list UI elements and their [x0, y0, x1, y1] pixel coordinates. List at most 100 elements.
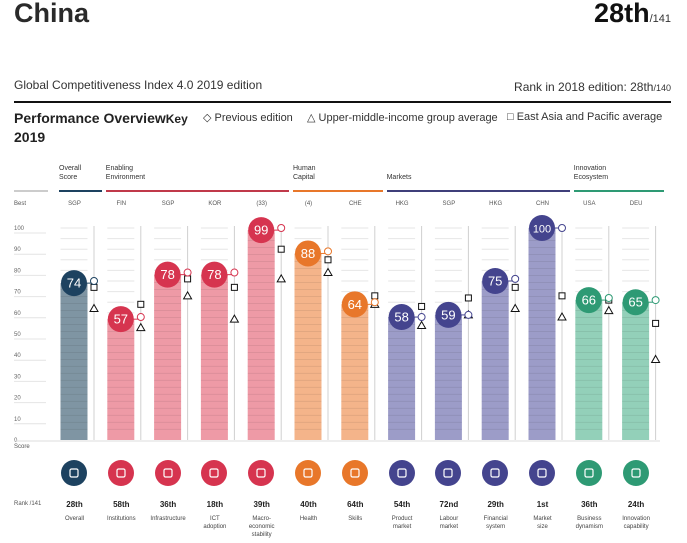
pillar-rank: 36th — [159, 500, 177, 509]
score-value: 57 — [114, 312, 128, 327]
group-underline — [386, 190, 570, 192]
pillar-name: Institutions — [106, 516, 136, 522]
divider — [14, 101, 671, 103]
tag-icon — [388, 460, 415, 486]
building-icon — [575, 460, 602, 486]
y-tick-label: 10 — [14, 417, 21, 423]
score-bar — [388, 317, 416, 440]
legend-upper-middle: △ Upper-middle-income group average — [307, 111, 498, 124]
pillar-rank: 54th — [393, 500, 411, 509]
network-icon — [435, 460, 462, 486]
pillar-name: Business dynamism — [575, 516, 603, 530]
best-country-label: KOR — [208, 201, 222, 207]
rank-2018-label: Rank in 2018 edition: 28th — [514, 80, 654, 94]
upper-middle-marker — [416, 320, 427, 330]
best-country-label: (4) — [304, 201, 313, 207]
score-badge — [388, 304, 415, 331]
group-label: Innovation Ecosystem — [573, 165, 609, 181]
score-badge — [482, 268, 509, 294]
previous-edition-marker — [370, 298, 379, 307]
score-badge — [575, 287, 602, 314]
pillar-rank: 1st — [536, 500, 549, 509]
upper-middle-marker — [229, 314, 240, 323]
percent-icon — [248, 460, 275, 486]
score-bar — [528, 228, 556, 440]
credit-card-icon — [482, 460, 509, 486]
upper-middle-marker — [182, 290, 193, 300]
upper-middle-marker — [323, 267, 333, 277]
best-country-label: SGP — [161, 201, 175, 207]
upper-middle-marker — [276, 273, 287, 283]
pillar-name: Overall — [64, 516, 84, 522]
score-badge — [154, 261, 181, 288]
score-bar — [154, 274, 182, 440]
east-asia-marker — [558, 292, 566, 300]
upper-middle-marker — [603, 305, 614, 315]
upper-middle-marker — [89, 303, 99, 313]
group-underline — [573, 190, 664, 192]
rank-axis-label: Rank /141 — [14, 501, 42, 507]
east-asia-marker — [90, 283, 98, 291]
east-asia-marker — [324, 256, 332, 264]
best-country-label: FIN — [116, 201, 127, 207]
east-asia-marker — [418, 302, 426, 310]
pillar-name: ICT adoption — [203, 516, 227, 530]
previous-edition-marker — [324, 247, 332, 256]
score-badge — [341, 291, 368, 318]
chip-icon — [201, 460, 228, 486]
overall-rank: 28th/141 — [594, 0, 671, 29]
score-value: 100 — [533, 224, 551, 236]
score-value: 64 — [348, 297, 362, 312]
triangle-icon: △ — [307, 112, 316, 124]
score-bar — [247, 230, 275, 440]
east-asia-marker — [652, 319, 660, 327]
score-bar — [575, 300, 603, 440]
award-icon — [61, 460, 87, 486]
score-badge — [295, 240, 321, 267]
score-axis-label: Score — [14, 444, 30, 450]
y-tick-label: 40 — [14, 353, 21, 359]
best-country-label: CHE — [348, 201, 362, 207]
best-country-label: HKG — [395, 201, 409, 207]
score-value: 88 — [301, 246, 315, 261]
score-badge — [622, 289, 649, 316]
east-asia-marker — [277, 245, 285, 253]
best-country-label: CHN — [536, 201, 549, 207]
square-icon: □ — [507, 111, 514, 123]
edition-label: Global Competitiveness Index 4.0 2019 ed… — [14, 78, 263, 92]
institution-icon — [107, 460, 134, 486]
previous-edition-marker — [183, 268, 192, 277]
y-tick-label: 100 — [14, 226, 25, 232]
upper-middle-marker — [510, 303, 521, 313]
y-tick-label: 20 — [14, 396, 21, 402]
best-country-label: USA — [583, 201, 596, 207]
previous-edition-marker — [511, 274, 520, 283]
pillar-name: Macro-economic stability — [248, 516, 275, 538]
y-tick-label: 50 — [14, 332, 21, 338]
previous-edition-marker — [604, 293, 613, 302]
pillar-rank: 18th — [206, 500, 224, 509]
legend-east-asia: □ East Asia and Pacific average — [507, 111, 662, 123]
graduate-icon — [341, 460, 368, 486]
previous-edition-marker — [464, 310, 473, 319]
previous-edition-marker — [558, 224, 566, 232]
score-value: 78 — [207, 267, 221, 282]
performance-title-text: Performance Overview — [14, 110, 166, 126]
score-badge — [107, 306, 134, 333]
legend-previous: ◇ Previous edition — [203, 111, 293, 124]
east-asia-marker — [137, 300, 145, 308]
pillar-name: Innovation capability — [622, 516, 650, 530]
country-name: China — [14, 0, 90, 28]
score-bar — [294, 253, 322, 440]
pillar-name: Skills — [348, 516, 363, 522]
train-icon — [154, 460, 181, 486]
score-bar — [200, 274, 228, 440]
pillar-name: Health — [299, 516, 318, 522]
previous-edition-marker — [90, 277, 98, 285]
best-axis-label: Best — [14, 201, 27, 207]
score-value: 75 — [488, 274, 502, 289]
pillar-name: Product market — [391, 516, 413, 530]
best-country-label: DEU — [629, 201, 643, 207]
score-bar — [341, 304, 369, 440]
pillar-rank: 72nd — [439, 500, 459, 509]
